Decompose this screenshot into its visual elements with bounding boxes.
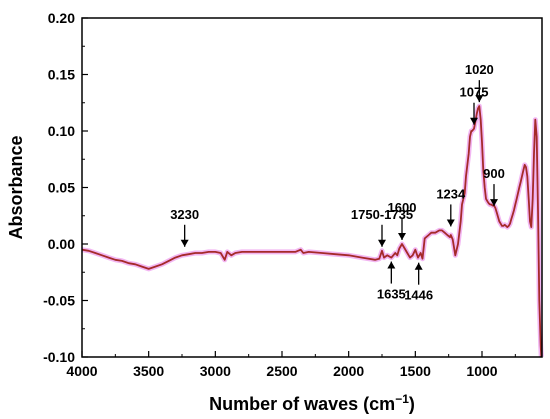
peak-annotation: 3230 (170, 207, 199, 247)
annotation-arrow-head (414, 262, 423, 270)
annotation-label: 1446 (404, 288, 433, 303)
annotation-label: 1600 (388, 200, 417, 215)
peak-annotation: 1446 (404, 262, 433, 303)
annotation-arrow-head (475, 95, 484, 103)
peak-annotation: 1020 (465, 62, 494, 103)
annotation-label: 1234 (436, 186, 466, 201)
annotation-label: 1020 (465, 62, 494, 77)
x-tick-label: 2000 (333, 363, 364, 379)
x-tick-label: 3000 (200, 363, 231, 379)
annotation-label: 3230 (170, 207, 199, 222)
annotation-arrow-head (470, 117, 478, 125)
series-shadow-line (81, 103, 544, 358)
peak-annotation: 1075 (460, 85, 489, 125)
y-tick-label: -0.10 (43, 349, 75, 365)
x-axis: 4000 3500 3000 2500 2000 1500 1000 (66, 351, 516, 379)
x-axis-title-close: ) (409, 394, 415, 414)
annotation-arrow-head (180, 239, 189, 247)
y-tick-label: 0.15 (48, 67, 75, 83)
y-tick-label: 0.20 (48, 10, 75, 26)
x-axis-title-superscript: −1 (395, 392, 409, 406)
annotation-label: 900 (483, 166, 505, 181)
y-axis-title: Absorbance (6, 135, 26, 239)
series-line (81, 105, 543, 358)
plot-series (81, 103, 544, 358)
x-tick-label: 4000 (66, 363, 97, 379)
y-tick-label: -0.05 (43, 293, 75, 309)
peak-annotation: 900 (483, 166, 505, 207)
x-tick-label: 1000 (466, 363, 497, 379)
annotation-arrow-head (387, 261, 396, 269)
peak-annotation: 1750-1735 (351, 207, 413, 247)
annotation-arrow-head (446, 219, 455, 227)
annotation-arrow-head (398, 233, 406, 240)
y-tick-label: 0.10 (48, 123, 75, 139)
x-axis-title-main: Number of waves (cm (209, 394, 395, 414)
annotation-label: 1075 (460, 85, 489, 100)
peak-annotation: 1635 (377, 261, 406, 302)
annotation-label: 1750-1735 (351, 207, 413, 222)
y-axis: -0.10 -0.05 0.00 0.05 0.10 0.15 0.20 (43, 10, 88, 365)
x-tick-label: 1500 (400, 363, 431, 379)
x-axis-title: Number of waves (cm−1) (209, 392, 415, 414)
x-tick-label: 2500 (266, 363, 297, 379)
y-tick-label: 0.00 (48, 236, 75, 252)
annotation-label: 1635 (377, 287, 406, 302)
annotation-arrow-head (490, 199, 498, 207)
annotation-arrow-head (378, 239, 386, 247)
peak-annotation: 1600 (388, 200, 417, 240)
y-tick-label: 0.05 (48, 180, 75, 196)
peak-annotation: 1234 (436, 186, 466, 227)
x-tick-label: 3500 (133, 363, 164, 379)
